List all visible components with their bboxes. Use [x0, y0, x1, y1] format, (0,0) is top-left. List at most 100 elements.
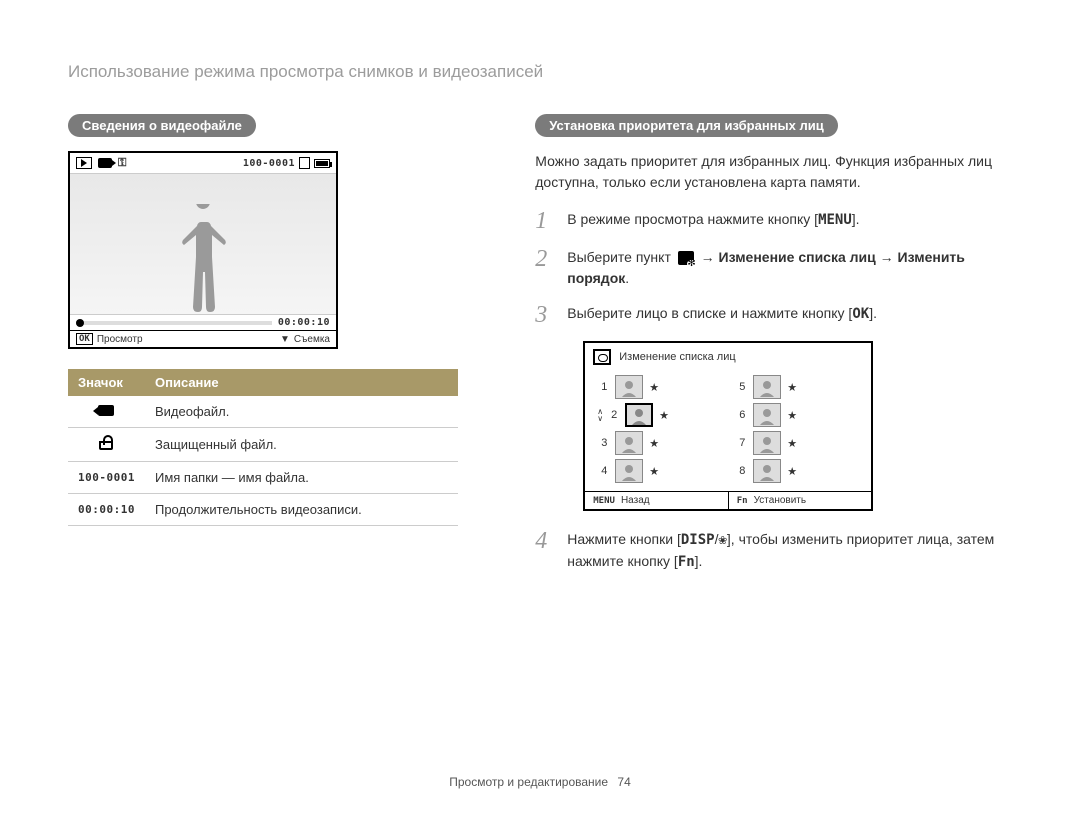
face-thumb [615, 431, 643, 455]
face-thumb [753, 459, 781, 483]
table-row: 00:00:10 Продолжительность видеозаписи. [68, 494, 458, 526]
face-screen-title: Изменение списка лиц [619, 351, 735, 363]
step2-bold1: Изменение списка лиц [719, 249, 876, 265]
down-arrow-icon: ▼ [280, 334, 290, 345]
lock-icon [99, 441, 113, 450]
ok-icon: OK [76, 333, 93, 345]
steps-list: 1 В режиме просмотра нажмите кнопку [MEN… [535, 209, 1012, 327]
icon-description-table: Значок Описание Видеофайл. Защищенный фа… [68, 369, 458, 526]
arrow-icon: → [697, 249, 719, 265]
face-cell: 4★ [599, 459, 719, 483]
face-thumb [753, 431, 781, 455]
face-cell: 8★ [737, 459, 857, 483]
face-grid: 1★ 5★ ∧∨2★ 6★ 3★ 7★ 4★ 8★ [585, 371, 871, 491]
face-cell: 7★ [737, 431, 857, 455]
video-icon [98, 158, 112, 168]
camera-bottom-bar: OK Просмотр ▼ Съемка [70, 330, 336, 347]
footer-section-label: Просмотр и редактирование [449, 775, 608, 789]
face-thumb [753, 403, 781, 427]
face-cell: 6★ [737, 403, 857, 427]
step4-text-c: ]. [695, 553, 703, 569]
step1-text-a: В режиме просмотра нажмите кнопку [ [567, 211, 818, 227]
content-columns: Сведения о видеофайле ⚿ 100-0001 [68, 114, 1012, 587]
th-icon: Значок [68, 369, 145, 396]
up-down-arrows-icon: ∧∨ [597, 408, 603, 422]
page-footer: Просмотр и редактирование 74 [0, 775, 1080, 789]
table-row: Защищенный файл. [68, 428, 458, 462]
th-desc: Описание [145, 369, 458, 396]
step-number: 2 [535, 247, 553, 289]
camera-file-label: 100-0001 [243, 158, 295, 169]
step1-text-b: ]. [852, 211, 860, 227]
table-row: Видеофайл. [68, 396, 458, 428]
star-icon: ★ [787, 409, 797, 422]
face-thumb [753, 375, 781, 399]
star-icon: ★ [787, 465, 797, 478]
right-column: Установка приоритета для избранных лиц М… [535, 114, 1012, 587]
row-desc: Видеофайл. [145, 396, 458, 428]
star-icon: ★ [787, 437, 797, 450]
section-heading-left: Сведения о видеофайле [68, 114, 256, 137]
camera-duration: 00:00:10 [278, 317, 330, 328]
step-4: 4 Нажмите кнопки [DISP/❀], чтобы изменит… [535, 529, 1012, 573]
menu-button-label: MENU [818, 212, 852, 228]
left-column: Сведения о видеофайле ⚿ 100-0001 [68, 114, 465, 587]
step2-text-d: . [625, 270, 629, 286]
intro-text: Можно задать приоритет для избранных лиц… [535, 151, 1012, 193]
face-cell: 3★ [599, 431, 719, 455]
key-icon: ⚿ [118, 156, 126, 170]
sd-card-icon [299, 157, 310, 169]
play-icon [76, 157, 92, 169]
arrow-icon: → [876, 249, 898, 265]
face-list-screen: Изменение списка лиц 1★ 5★ ∧∨2★ 6★ 3★ 7★… [583, 341, 873, 511]
camera-top-bar: ⚿ 100-0001 [70, 153, 336, 174]
star-icon: ★ [649, 465, 659, 478]
file-number-label: 100-0001 [78, 471, 135, 484]
footer-page-number: 74 [617, 775, 630, 789]
step-3: 3 Выберите лицо в списке и нажмите кнопк… [535, 303, 1012, 327]
macro-icon: ❀ [718, 532, 726, 548]
face-screen-title-bar: Изменение списка лиц [585, 343, 871, 371]
face-cell: ∧∨2★ [599, 403, 719, 427]
face-cell: 1★ [599, 375, 719, 399]
table-row: 100-0001 Имя папки — имя файла. [68, 462, 458, 494]
set-label: Установить [754, 495, 807, 506]
face-screen-bottom-bar: MENU Назад Fn Установить [585, 491, 871, 509]
step3-text-b: ]. [869, 305, 877, 321]
disp-button-label: DISP [681, 532, 715, 548]
face-detect-icon [593, 349, 611, 365]
face-thumb [615, 459, 643, 483]
fn-button-small: Fn [737, 496, 748, 506]
step-number: 1 [535, 209, 553, 233]
star-icon: ★ [659, 409, 669, 422]
ok-button-label: OK [852, 306, 869, 322]
step-number: 4 [535, 529, 553, 573]
camera-bottom-left-label: Просмотр [97, 334, 143, 345]
face-thumb [625, 403, 653, 427]
star-icon: ★ [649, 381, 659, 394]
camera-bottom-right-label: Съемка [294, 334, 330, 345]
fn-button-label: Fn [678, 554, 695, 570]
camera-progress-bar: 00:00:10 [70, 314, 336, 330]
person-silhouette-icon [178, 204, 228, 314]
steps-list-continued: 4 Нажмите кнопки [DISP/❀], чтобы изменит… [535, 529, 1012, 573]
step-2: 2 Выберите пункт → Изменение списка лиц … [535, 247, 1012, 289]
step2-text-a: Выберите пункт [567, 249, 674, 265]
face-cell: 5★ [737, 375, 857, 399]
face-thumb [615, 375, 643, 399]
section-heading-right: Установка приоритета для избранных лиц [535, 114, 837, 137]
camera-screen-mockup: ⚿ 100-0001 00:00:10 OKПросмотр ▼Съемк [68, 151, 338, 349]
row-desc: Имя папки — имя файла. [145, 462, 458, 494]
battery-icon [314, 159, 330, 168]
row-desc: Защищенный файл. [145, 428, 458, 462]
back-label: Назад [621, 495, 650, 506]
step3-text-a: Выберите лицо в списке и нажмите кнопку … [567, 305, 852, 321]
duration-label: 00:00:10 [78, 503, 135, 516]
star-icon: ★ [787, 381, 797, 394]
settings-icon [678, 251, 694, 265]
page-title: Использование режима просмотра снимков и… [68, 62, 1012, 82]
menu-button-small: MENU [593, 496, 615, 506]
step-number: 3 [535, 303, 553, 327]
step4-text-a: Нажмите кнопки [ [567, 531, 681, 547]
video-file-icon [98, 405, 114, 416]
